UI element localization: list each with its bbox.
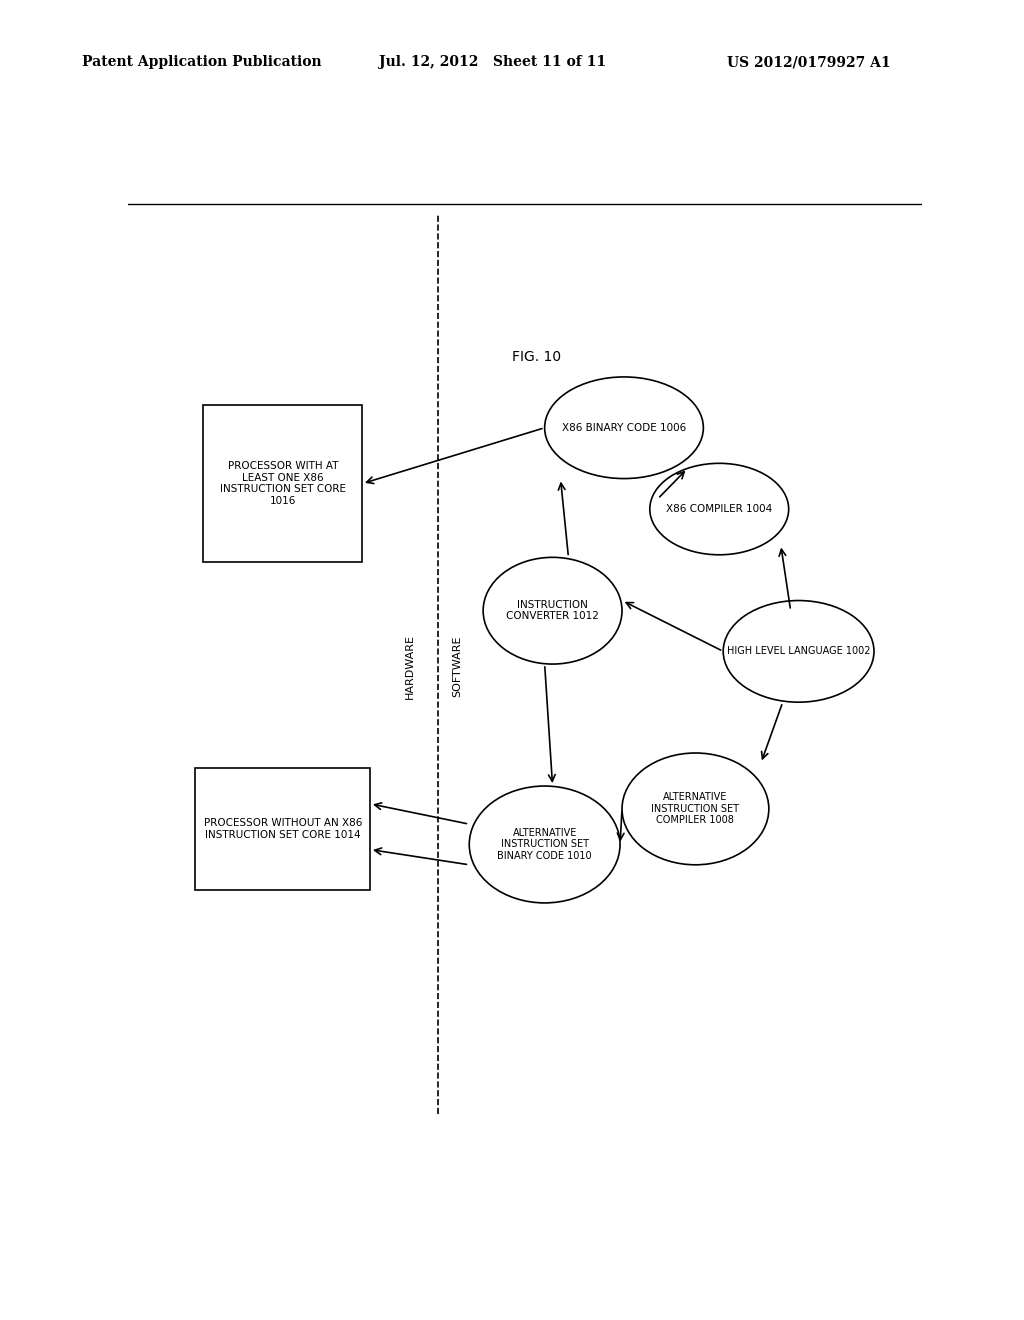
Text: ALTERNATIVE
INSTRUCTION SET
BINARY CODE 1010: ALTERNATIVE INSTRUCTION SET BINARY CODE … [498, 828, 592, 861]
Text: SOFTWARE: SOFTWARE [453, 636, 463, 697]
Text: HIGH LEVEL LANGUAGE 1002: HIGH LEVEL LANGUAGE 1002 [727, 647, 870, 656]
Text: FIG. 10: FIG. 10 [512, 350, 561, 363]
Text: HARDWARE: HARDWARE [404, 634, 415, 700]
Text: Patent Application Publication: Patent Application Publication [82, 55, 322, 70]
Ellipse shape [650, 463, 788, 554]
Ellipse shape [483, 557, 622, 664]
Text: PROCESSOR WITHOUT AN X86
INSTRUCTION SET CORE 1014: PROCESSOR WITHOUT AN X86 INSTRUCTION SET… [204, 818, 361, 840]
Text: ALTERNATIVE
INSTRUCTION SET
COMPILER 1008: ALTERNATIVE INSTRUCTION SET COMPILER 100… [651, 792, 739, 825]
Text: US 2012/0179927 A1: US 2012/0179927 A1 [727, 55, 891, 70]
Ellipse shape [469, 785, 621, 903]
Ellipse shape [545, 378, 703, 479]
Text: X86 BINARY CODE 1006: X86 BINARY CODE 1006 [562, 422, 686, 433]
Ellipse shape [723, 601, 874, 702]
FancyBboxPatch shape [204, 405, 362, 562]
Text: INSTRUCTION
CONVERTER 1012: INSTRUCTION CONVERTER 1012 [506, 599, 599, 622]
Text: X86 COMPILER 1004: X86 COMPILER 1004 [666, 504, 772, 513]
Text: PROCESSOR WITH AT
LEAST ONE X86
INSTRUCTION SET CORE
1016: PROCESSOR WITH AT LEAST ONE X86 INSTRUCT… [220, 461, 346, 506]
Ellipse shape [622, 752, 769, 865]
FancyBboxPatch shape [196, 768, 370, 890]
Text: Jul. 12, 2012   Sheet 11 of 11: Jul. 12, 2012 Sheet 11 of 11 [379, 55, 606, 70]
